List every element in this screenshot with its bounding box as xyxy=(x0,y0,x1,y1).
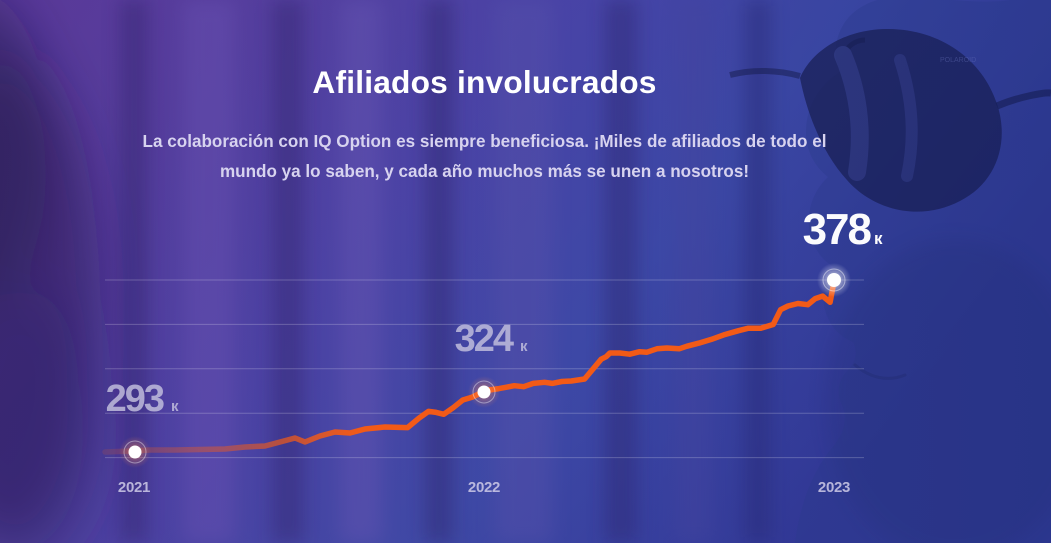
svg-text:к: к xyxy=(520,338,528,355)
svg-text:к: к xyxy=(171,398,179,415)
svg-text:293: 293 xyxy=(106,378,164,420)
svg-text:2023: 2023 xyxy=(818,479,850,496)
svg-text:324: 324 xyxy=(455,318,514,360)
svg-text:2021: 2021 xyxy=(118,479,150,496)
svg-text:2022: 2022 xyxy=(468,479,500,496)
svg-text:к: к xyxy=(874,229,883,248)
svg-text:378: 378 xyxy=(803,205,872,254)
